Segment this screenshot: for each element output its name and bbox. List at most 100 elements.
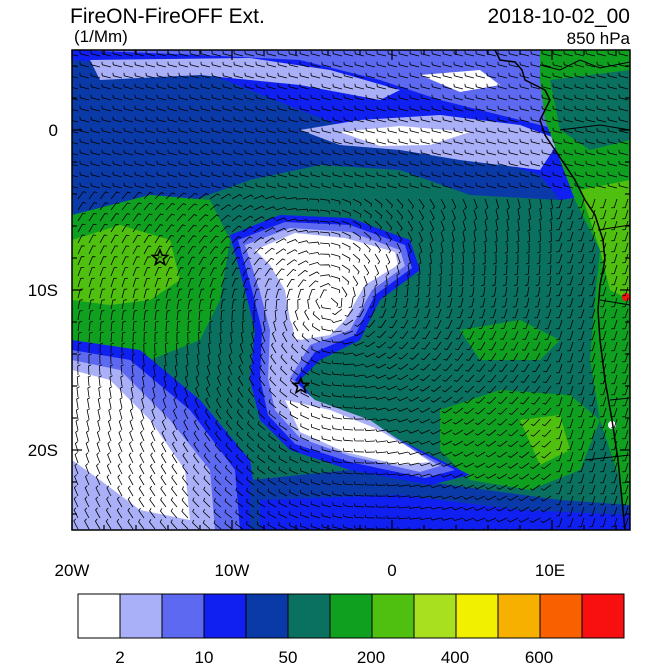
wind-barb bbox=[209, 246, 219, 255]
wind-barb bbox=[149, 496, 156, 508]
wind-barb bbox=[452, 473, 464, 478]
wind-barb bbox=[341, 231, 351, 239]
wind-barb bbox=[567, 484, 574, 495]
wind-barb bbox=[189, 116, 200, 123]
wind-barb bbox=[423, 308, 431, 318]
wind-barb bbox=[342, 437, 354, 442]
wind-barb bbox=[87, 397, 91, 409]
wind-vectors bbox=[72, 50, 629, 530]
colorbar-swatch bbox=[119, 593, 163, 639]
wind-barb bbox=[541, 429, 552, 437]
wind-barb bbox=[420, 138, 431, 145]
wind-barb bbox=[207, 353, 211, 365]
wind-barb bbox=[233, 149, 244, 156]
wind-barb bbox=[485, 495, 497, 501]
wind-barb bbox=[397, 407, 409, 412]
wind-barb bbox=[387, 352, 398, 359]
wind-barb bbox=[467, 319, 475, 329]
wind-barb bbox=[228, 364, 233, 376]
wind-barb bbox=[519, 171, 530, 178]
wind-barb bbox=[427, 264, 432, 276]
wind-barb bbox=[156, 50, 167, 57]
wind-barb bbox=[541, 127, 552, 134]
wind-barb bbox=[589, 341, 596, 352]
wind-barb bbox=[578, 506, 585, 517]
wind-barb bbox=[121, 277, 128, 288]
wind-barb bbox=[532, 363, 541, 373]
wind-barb bbox=[95, 496, 101, 508]
wind-barb bbox=[163, 375, 167, 387]
wind-barb bbox=[530, 127, 541, 134]
wind-barb bbox=[106, 485, 112, 497]
wind-barb bbox=[101, 72, 112, 79]
wind-barb bbox=[374, 264, 380, 276]
wind-barb bbox=[277, 138, 288, 145]
wind-barb bbox=[99, 267, 107, 277]
wind-barb bbox=[567, 341, 574, 352]
wind-barb bbox=[474, 462, 486, 468]
wind-barb bbox=[574, 72, 585, 79]
wind-barb bbox=[341, 209, 351, 217]
wind-barb bbox=[242, 288, 249, 299]
wind-barb bbox=[490, 308, 497, 319]
wind-barb bbox=[112, 105, 123, 112]
wind-barb bbox=[510, 352, 519, 362]
wind-barb bbox=[387, 171, 398, 178]
wind-barb bbox=[533, 330, 541, 340]
wind-barb bbox=[420, 374, 431, 382]
wind-barb bbox=[392, 297, 398, 308]
wind-barb bbox=[330, 275, 341, 282]
marker-layer bbox=[150, 247, 311, 395]
wind-barb bbox=[121, 245, 130, 255]
wind-barb bbox=[308, 289, 316, 299]
wind-barb bbox=[167, 182, 178, 189]
wind-barb bbox=[507, 451, 519, 458]
wind-barb bbox=[444, 330, 453, 340]
wind-barb bbox=[343, 182, 354, 189]
wind-barb bbox=[279, 399, 288, 409]
wind-barb bbox=[441, 418, 453, 425]
wind-barb bbox=[618, 50, 629, 57]
wind-barb bbox=[101, 160, 112, 167]
wind-barb bbox=[156, 72, 167, 79]
wind-barb bbox=[225, 453, 233, 464]
wind-barb bbox=[319, 264, 331, 268]
wind-barb bbox=[431, 363, 442, 371]
wind-barb bbox=[118, 419, 123, 431]
wind-barb bbox=[139, 441, 145, 453]
wind-barb bbox=[510, 341, 519, 351]
wind-barb bbox=[299, 72, 310, 79]
wind-barb bbox=[342, 341, 354, 345]
wind-barb bbox=[145, 50, 156, 57]
wind-barb bbox=[110, 288, 117, 299]
wind-barb bbox=[408, 440, 420, 445]
wind-barb bbox=[109, 386, 113, 398]
wind-barb bbox=[300, 478, 310, 486]
wind-barb bbox=[600, 385, 607, 396]
wind-barb bbox=[530, 61, 541, 68]
wind-barb bbox=[176, 245, 185, 255]
wind-barb bbox=[90, 160, 101, 167]
wind-barb bbox=[187, 299, 193, 310]
wind-barb bbox=[132, 299, 138, 310]
wind-barb bbox=[244, 50, 255, 57]
wind-barb bbox=[462, 220, 466, 232]
wind-barb bbox=[470, 264, 475, 276]
wind-barb bbox=[99, 288, 106, 299]
wind-barb bbox=[600, 473, 607, 484]
wind-barb bbox=[244, 182, 255, 189]
wind-barb bbox=[567, 297, 574, 308]
wind-barb bbox=[86, 430, 90, 442]
wind-barb bbox=[494, 220, 499, 232]
wind-barb bbox=[200, 160, 211, 167]
wind-barb bbox=[96, 441, 101, 453]
wind-barb bbox=[119, 386, 124, 398]
wind-barb bbox=[319, 209, 330, 215]
wind-barb bbox=[476, 363, 486, 372]
wind-barb bbox=[79, 50, 90, 57]
wind-barb bbox=[396, 264, 400, 276]
wind-barb bbox=[267, 510, 277, 519]
wind-barb bbox=[485, 517, 497, 522]
wind-barb bbox=[253, 309, 257, 321]
wind-barb bbox=[108, 397, 112, 409]
